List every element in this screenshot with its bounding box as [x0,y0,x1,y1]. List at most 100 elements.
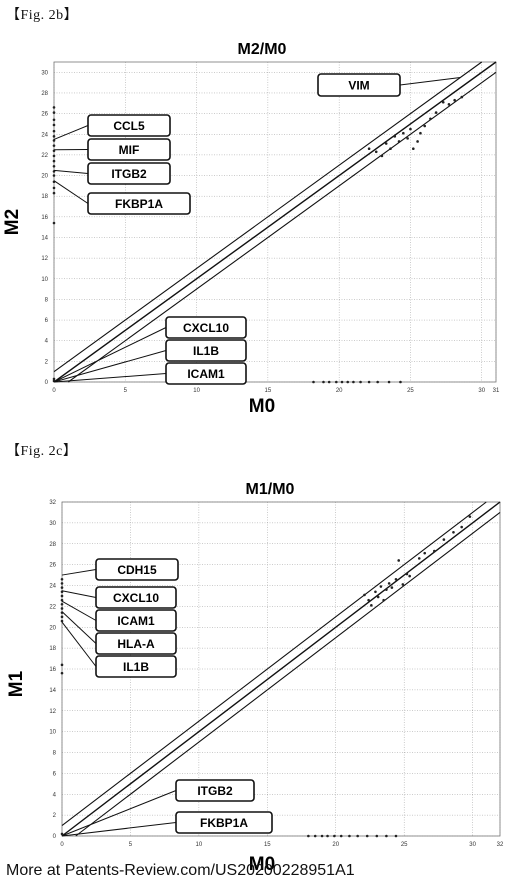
data-point [388,582,391,585]
y-tick-label: 0 [53,834,57,840]
data-point [429,117,432,120]
gene-label-text: CXCL10 [183,321,229,335]
y-tick-label: 30 [49,521,56,527]
data-point [363,594,366,597]
gene-label-text: FKBP1A [115,197,163,211]
y-tick-label: 4 [45,339,49,345]
x-tick-label: 31 [493,388,500,394]
data-point [61,616,64,619]
data-point [328,381,331,384]
data-point [418,557,421,560]
x-tick-label: 20 [336,388,343,394]
identity-line [54,62,496,382]
data-point [416,140,419,143]
data-point [367,599,370,602]
data-point [453,99,456,102]
data-point [368,381,371,384]
data-point [402,583,405,586]
y-tick-label: 4 [53,792,57,798]
data-point [340,835,343,838]
x-tick-label: 25 [407,388,414,394]
data-point [61,833,64,836]
y-tick-label: 22 [41,153,48,159]
data-point [368,147,371,150]
chart-title: M1/M0 [246,481,295,498]
data-point [423,125,426,128]
data-point [61,664,64,667]
data-point [423,552,426,555]
data-point [469,515,472,518]
data-point [359,381,362,384]
data-point [312,381,315,384]
data-point [346,381,349,384]
x-tick-label: 25 [401,842,408,848]
data-point [61,672,64,675]
data-point [406,573,409,576]
footer-source-text: More at Patents-Review.com/US20200228951… [6,862,355,880]
gene-label-text: FKBP1A [200,816,248,830]
y-tick-label: 6 [53,771,57,777]
gene-label-text: VIM [348,79,369,93]
data-point [376,381,379,384]
y-tick-label: 10 [49,730,56,736]
data-point [389,147,392,150]
data-point [448,103,451,106]
x-axis-label: M0 [249,396,275,417]
x-tick-label: 20 [332,842,339,848]
y-tick-label: 30 [41,70,48,76]
callout-leader-line [54,181,88,204]
y-tick-label: 10 [41,277,48,283]
data-point [375,151,378,154]
data-point [385,835,388,838]
data-point [408,575,411,578]
callout-leader-line [62,622,96,666]
data-point [380,585,383,588]
y-tick-label: 24 [41,132,48,138]
data-point [433,550,436,553]
data-point [53,111,56,114]
data-point [53,130,56,133]
y-tick-label: 2 [45,359,49,365]
data-point [376,835,379,838]
data-point [53,192,56,195]
data-point [382,599,385,602]
y-tick-label: 6 [45,318,49,324]
data-point [370,604,373,607]
data-point [314,835,317,838]
data-point [341,381,344,384]
data-point [443,538,446,541]
data-point [393,135,396,138]
x-tick-label: 5 [124,388,128,394]
data-point [333,835,336,838]
x-tick-label: 0 [60,842,64,848]
y-tick-label: 24 [49,584,56,590]
y-tick-label: 18 [41,194,48,200]
data-point [61,595,64,598]
gene-label-text: ITGB2 [111,167,147,181]
x-tick-label: 30 [478,388,485,394]
data-point [53,106,56,109]
y-axis-label: M2 [2,209,23,235]
data-point [460,96,463,99]
data-point [53,135,56,138]
chart-m1-vs-m0: M1/M0M0M10246810121416182022242628303205… [0,436,510,872]
data-point [409,128,412,131]
data-point [53,187,56,190]
data-point [366,835,369,838]
y-tick-label: 12 [49,709,56,715]
data-point [61,582,64,585]
data-point [61,603,64,606]
data-point [399,381,402,384]
data-point [322,381,325,384]
data-point [61,586,64,589]
data-point [61,599,64,602]
data-point [53,160,56,163]
data-point [377,596,380,599]
data-point [419,132,422,135]
callout-leader-line [62,612,96,644]
y-tick-label: 32 [49,500,56,506]
data-point [53,119,56,122]
y-tick-label: 12 [41,256,48,262]
gene-label-text: HLA-A [117,637,155,651]
callout-leader-line [62,601,96,620]
